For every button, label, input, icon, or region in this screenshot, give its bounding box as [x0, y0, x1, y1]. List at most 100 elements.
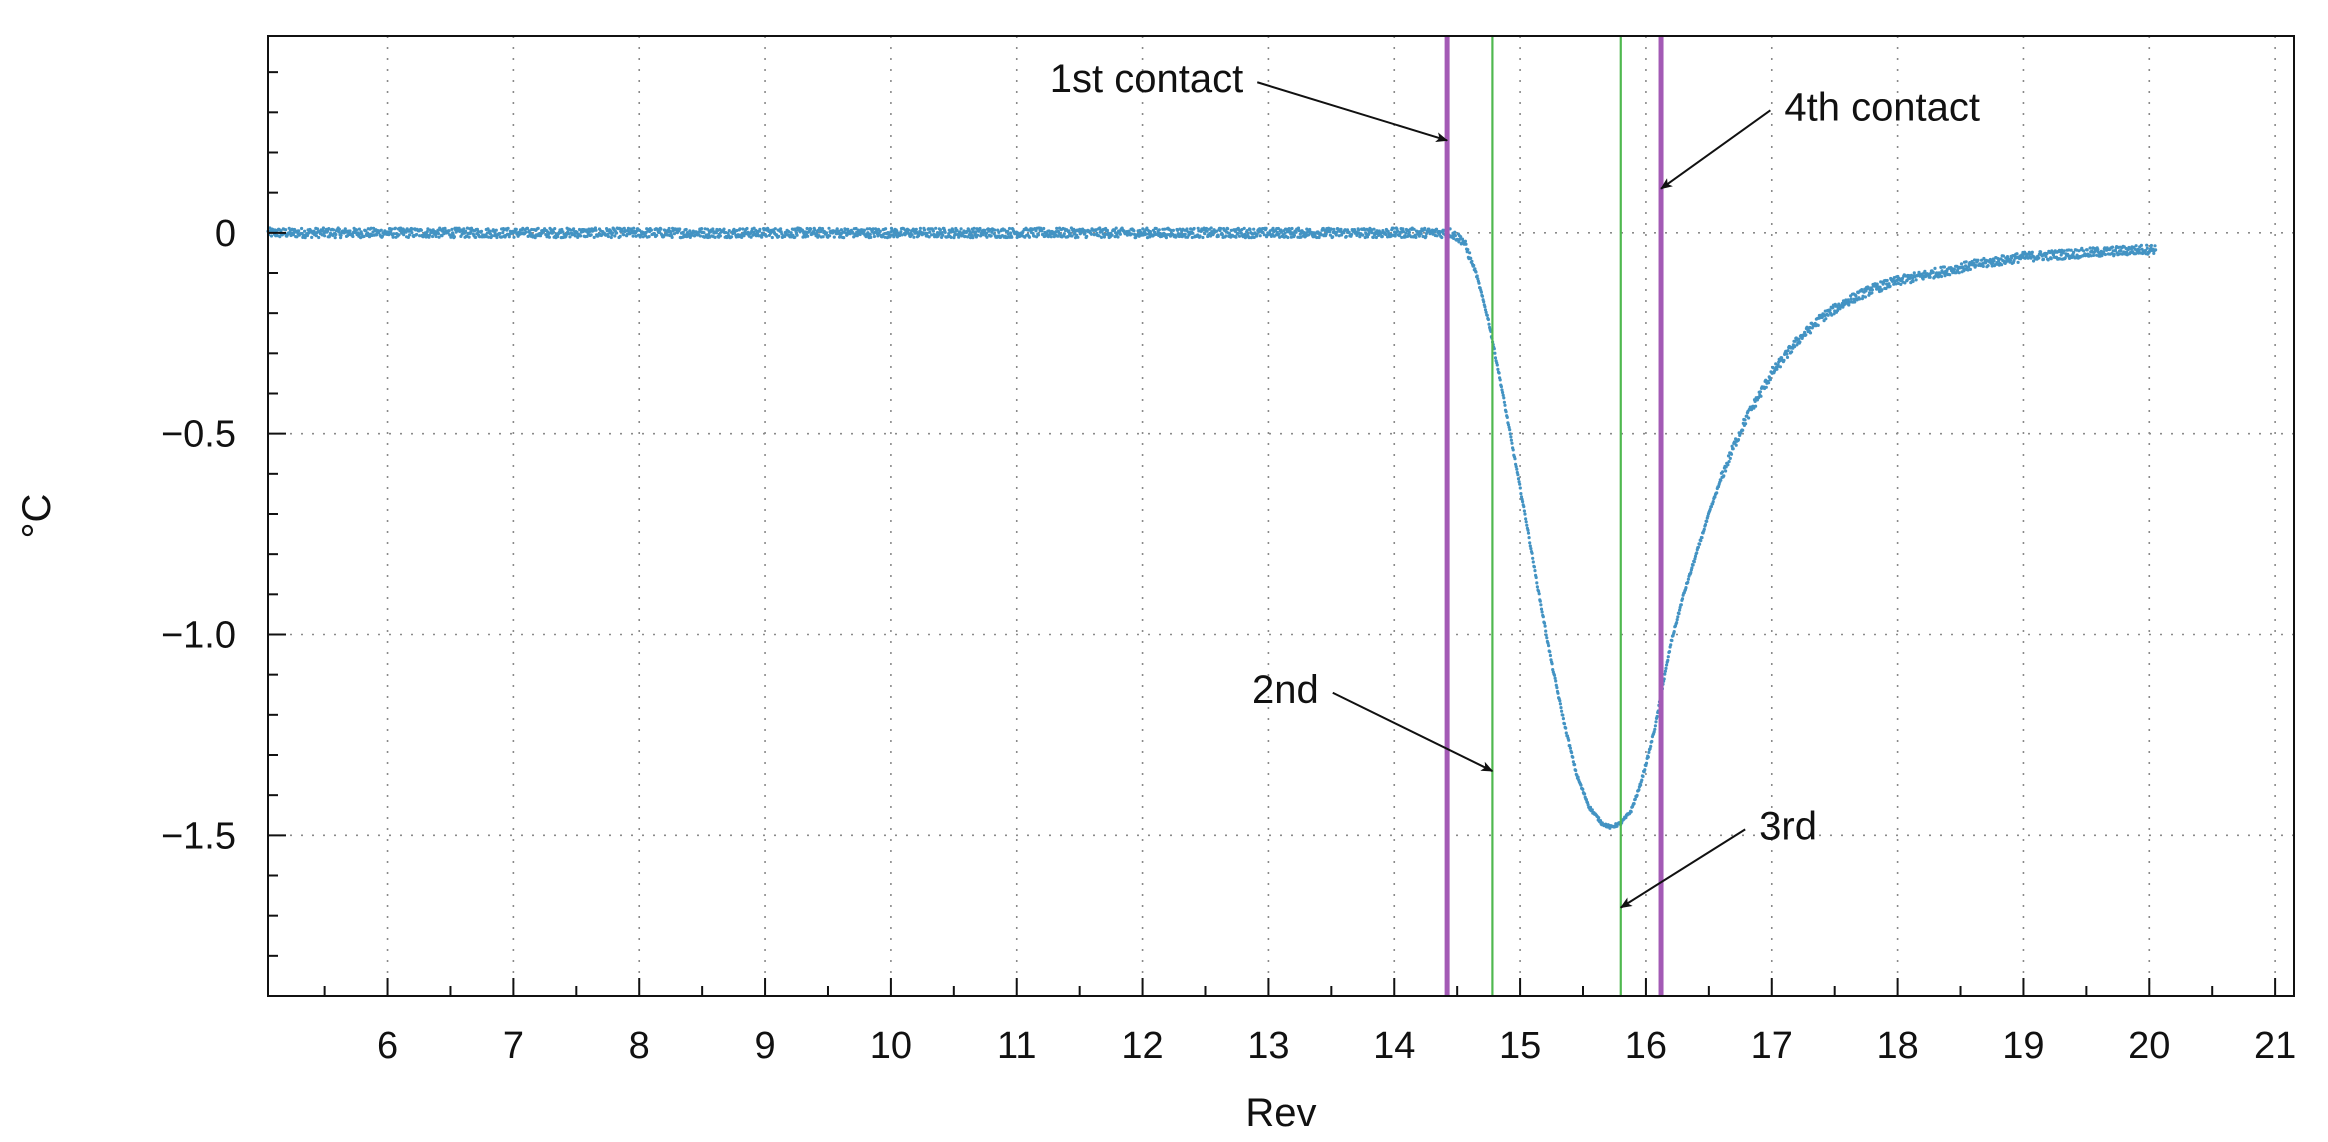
data-point	[1334, 233, 1338, 237]
data-point	[1384, 232, 1388, 237]
data-point	[321, 226, 325, 230]
data-point	[779, 227, 783, 231]
data-point	[770, 235, 774, 240]
data-point	[878, 229, 882, 233]
data-point	[1407, 230, 1411, 234]
data-point	[1178, 227, 1182, 231]
data-point	[1507, 425, 1511, 429]
data-point	[1993, 263, 1997, 267]
data-point	[2080, 246, 2084, 250]
data-point	[1502, 400, 1506, 404]
data-point	[793, 235, 797, 239]
data-point	[331, 228, 336, 232]
data-point	[911, 227, 915, 231]
data-point	[740, 235, 744, 239]
data-point	[393, 226, 397, 230]
data-point	[1655, 714, 1659, 719]
data-point	[724, 230, 728, 235]
data-point	[1475, 274, 1479, 278]
data-point	[854, 226, 858, 231]
data-point	[1114, 226, 1118, 230]
data-point	[521, 226, 525, 230]
data-point	[1546, 641, 1550, 645]
data-point	[1205, 229, 1209, 233]
data-point	[1209, 226, 1213, 230]
data-point	[1666, 658, 1670, 663]
data-point	[1255, 232, 1259, 236]
data-point	[547, 235, 552, 239]
data-point	[649, 228, 654, 232]
data-point	[1939, 274, 1944, 279]
data-point	[625, 232, 629, 236]
data-point	[1535, 581, 1539, 585]
data-point	[1542, 621, 1547, 625]
data-point	[1099, 235, 1104, 239]
data-point	[443, 226, 447, 230]
data-point	[1782, 358, 1786, 362]
data-point	[369, 226, 373, 230]
data-point	[1287, 227, 1291, 231]
data-point	[402, 233, 406, 237]
data-point	[1434, 227, 1439, 231]
data-point	[1189, 227, 1193, 231]
y-tick-label: −1.0	[161, 614, 236, 656]
data-point	[1364, 232, 1368, 236]
data-point	[993, 228, 997, 232]
data-point	[568, 235, 572, 239]
data-point	[632, 226, 636, 230]
data-point	[2001, 254, 2005, 258]
data-point	[1214, 229, 1219, 233]
data-point	[1894, 282, 1898, 286]
data-point	[1185, 227, 1189, 231]
data-point	[1692, 560, 1696, 564]
annotation-label: 3rd	[1759, 804, 1817, 848]
data-point	[1880, 288, 1884, 292]
data-point	[1537, 589, 1541, 593]
data-point	[326, 229, 330, 233]
data-point	[735, 228, 739, 233]
data-point	[1896, 281, 1900, 285]
data-point	[1923, 269, 1927, 273]
data-point	[1183, 232, 1187, 236]
data-point	[707, 232, 711, 237]
data-point	[533, 236, 537, 240]
data-point	[1942, 265, 1946, 269]
data-point	[1663, 669, 1667, 673]
data-point	[883, 235, 887, 239]
data-point	[947, 232, 951, 236]
data-point	[1483, 305, 1487, 309]
data-point	[1640, 778, 1644, 782]
x-tick-label: 16	[1625, 1025, 1667, 1067]
data-point	[1705, 519, 1709, 524]
data-point	[1641, 774, 1645, 779]
data-point	[1982, 256, 1986, 261]
data-point	[1804, 333, 1808, 337]
data-point	[1097, 234, 1101, 238]
data-point	[828, 234, 832, 238]
data-point	[1531, 556, 1535, 560]
data-point	[2075, 253, 2079, 257]
x-tick-label: 6	[377, 1025, 398, 1067]
data-point	[681, 230, 685, 234]
data-point	[317, 235, 321, 240]
data-point	[1372, 227, 1376, 231]
data-series	[266, 226, 2158, 830]
data-point	[1226, 227, 1230, 231]
data-point	[1141, 227, 1145, 231]
data-point	[1976, 258, 1980, 262]
data-point	[1501, 393, 1505, 397]
data-point	[408, 233, 412, 237]
data-point	[1785, 352, 1789, 356]
data-point	[626, 226, 631, 230]
data-point	[1339, 227, 1343, 231]
data-point	[871, 227, 875, 231]
data-point	[813, 228, 817, 232]
data-point	[1798, 340, 1802, 344]
data-point	[478, 235, 482, 239]
data-point	[2129, 247, 2133, 251]
data-point	[688, 229, 692, 233]
data-point	[862, 228, 867, 232]
data-point	[354, 228, 359, 232]
data-point	[560, 227, 564, 232]
data-point	[1981, 264, 1985, 268]
